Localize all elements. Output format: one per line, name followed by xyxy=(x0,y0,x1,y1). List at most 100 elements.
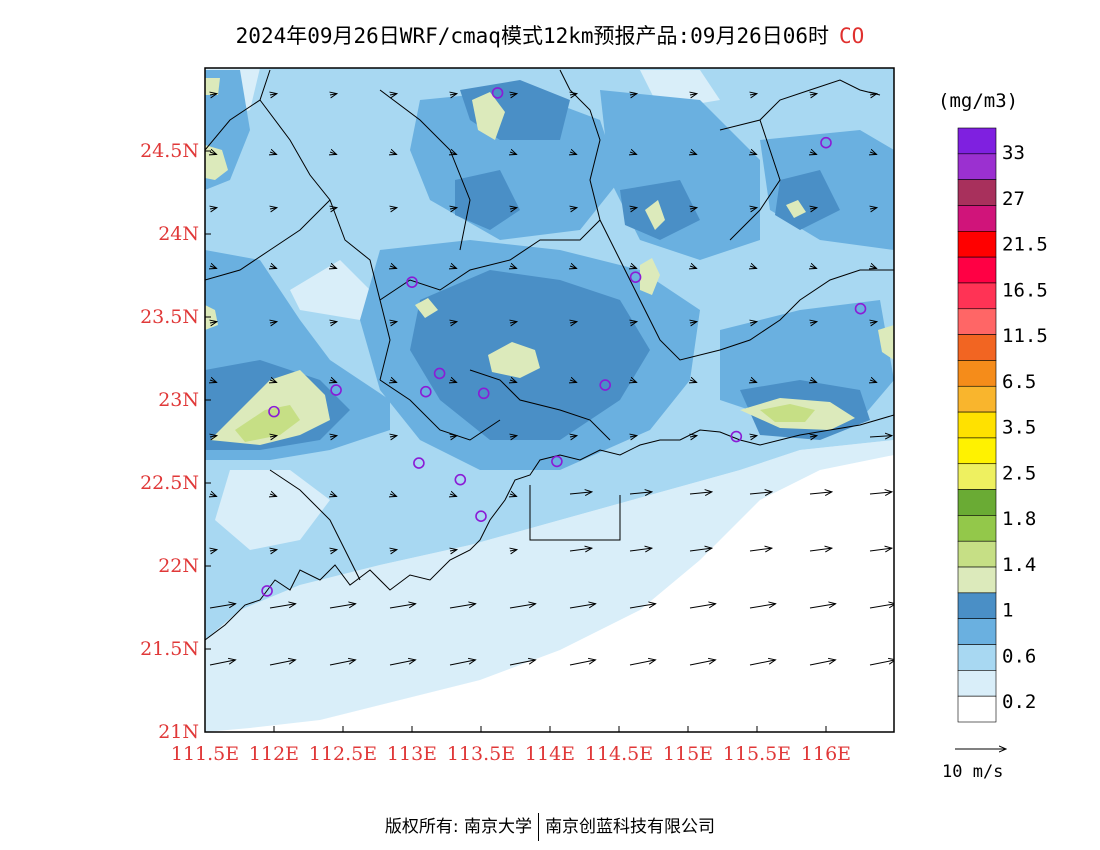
wind-vector xyxy=(450,380,457,382)
colorbar-swatch xyxy=(957,282,997,310)
x-tick-label: 116E xyxy=(801,743,851,765)
wind-vector xyxy=(690,436,697,437)
wind-vector xyxy=(390,436,397,437)
chart-title: 2024年09月26日WRF/cmaq模式12km预报产品:09月26日06时 C… xyxy=(0,20,1100,50)
wind-vector xyxy=(630,208,637,209)
wind-vector xyxy=(570,436,577,437)
station-marker xyxy=(551,455,563,468)
wind-vector xyxy=(809,492,832,494)
wind-vector xyxy=(390,208,397,209)
colorbar-swatch xyxy=(957,256,997,284)
wind-vector xyxy=(269,604,296,609)
wind-vector xyxy=(569,492,592,494)
wind-vector xyxy=(690,208,697,209)
wind-vector xyxy=(869,660,894,666)
colorbar-label: 21.5 xyxy=(1002,234,1048,256)
wind-vector xyxy=(749,492,772,494)
y-tick-label: 23N xyxy=(158,389,199,411)
colorbar-swatch xyxy=(957,360,997,387)
wind-vector xyxy=(690,380,697,382)
station-marker xyxy=(268,405,280,418)
colorbar-label: 3.5 xyxy=(1002,417,1036,439)
wind-vector xyxy=(750,208,757,209)
copyright: 版权所有: 南京大学 南京创蓝科技有限公司 xyxy=(0,812,1100,841)
wind-vector xyxy=(510,436,517,437)
copyright-separator xyxy=(538,813,540,841)
y-tick-label: 22.5N xyxy=(140,472,199,494)
wind-vector xyxy=(270,94,277,95)
wind-vector xyxy=(270,550,277,551)
wind-vector xyxy=(570,208,577,209)
copyright-left: 版权所有: 南京大学 xyxy=(384,817,533,837)
wind-vector xyxy=(810,322,817,323)
colorbar-swatch xyxy=(957,179,997,206)
y-tick-label: 23.5N xyxy=(140,306,199,328)
wind-vector xyxy=(570,152,577,154)
x-tick-label: 113E xyxy=(387,743,437,765)
wind-vector xyxy=(390,550,397,551)
wind-vector xyxy=(870,380,877,382)
wind-vector xyxy=(450,494,457,496)
colorbar-swatch xyxy=(957,489,997,516)
wind-vector xyxy=(690,152,697,154)
wind-vector xyxy=(510,152,517,154)
wind-vector xyxy=(450,94,457,95)
wind-vector xyxy=(330,380,337,382)
wind-vector xyxy=(750,152,757,154)
wind-vector xyxy=(390,322,397,323)
x-tick-label: 112E xyxy=(249,743,299,765)
colorbar-swatch xyxy=(957,592,997,619)
wind-vector xyxy=(510,550,517,551)
wind-vector xyxy=(569,604,596,609)
wind-vector xyxy=(210,94,217,95)
station-marker xyxy=(820,136,832,149)
title-main: 2024年09月26日WRF/cmaq模式12km预报产品:09月26日06时 xyxy=(235,24,830,48)
wind-vector xyxy=(750,266,757,268)
wind-vector xyxy=(630,322,637,323)
wind-vector xyxy=(210,152,217,154)
wind-vector xyxy=(210,380,217,382)
colorbar-swatch xyxy=(957,205,997,232)
wind-vector xyxy=(510,322,517,323)
wind-vector xyxy=(210,494,217,496)
wind-vector xyxy=(509,604,536,609)
wind-vector xyxy=(870,322,877,323)
wind-vector xyxy=(690,94,697,95)
wind-vector xyxy=(809,548,832,551)
x-tick-label: 115E xyxy=(663,743,713,765)
wind-vector xyxy=(810,152,817,154)
station-marker xyxy=(454,473,467,486)
wind-vector xyxy=(450,436,457,437)
wind-vector xyxy=(809,604,836,609)
colorbar-swatch xyxy=(957,670,997,697)
wind-vector xyxy=(509,660,535,666)
wind-vector xyxy=(570,322,577,323)
wind-vector xyxy=(870,94,877,95)
wind-vector xyxy=(209,660,235,666)
wind-vector xyxy=(810,94,817,95)
y-tick-label: 24N xyxy=(158,223,199,245)
x-tick-label: 113.5E xyxy=(447,743,515,765)
legend-colorbar: 0.2 0.6 1 1.4 1.8 2.5 3.5 6.5 11.5 16.5 21.5 27 33 xyxy=(957,127,1048,723)
colorbar-label: 11.5 xyxy=(1002,325,1048,347)
wind-vector xyxy=(630,380,637,382)
wind-vector xyxy=(270,436,277,437)
wind-vector xyxy=(450,266,457,268)
wind-vector xyxy=(270,208,277,209)
wind-vector xyxy=(749,604,776,609)
station-marker xyxy=(475,510,487,523)
station-marker xyxy=(854,302,867,315)
wind-vector xyxy=(450,152,457,154)
colorbar-swatch xyxy=(957,618,997,645)
wind-vector xyxy=(629,492,652,494)
colorbar-swatch xyxy=(957,127,997,155)
wind-vector xyxy=(570,380,577,382)
y-tick-label: 21.5N xyxy=(140,638,199,660)
wind-vector xyxy=(330,208,337,209)
wind-vector xyxy=(210,436,217,437)
wind-vector xyxy=(750,322,757,323)
wind-vector xyxy=(390,380,397,382)
wind-vector xyxy=(869,604,894,609)
wind-vector xyxy=(689,604,716,609)
station-marker xyxy=(406,276,418,288)
